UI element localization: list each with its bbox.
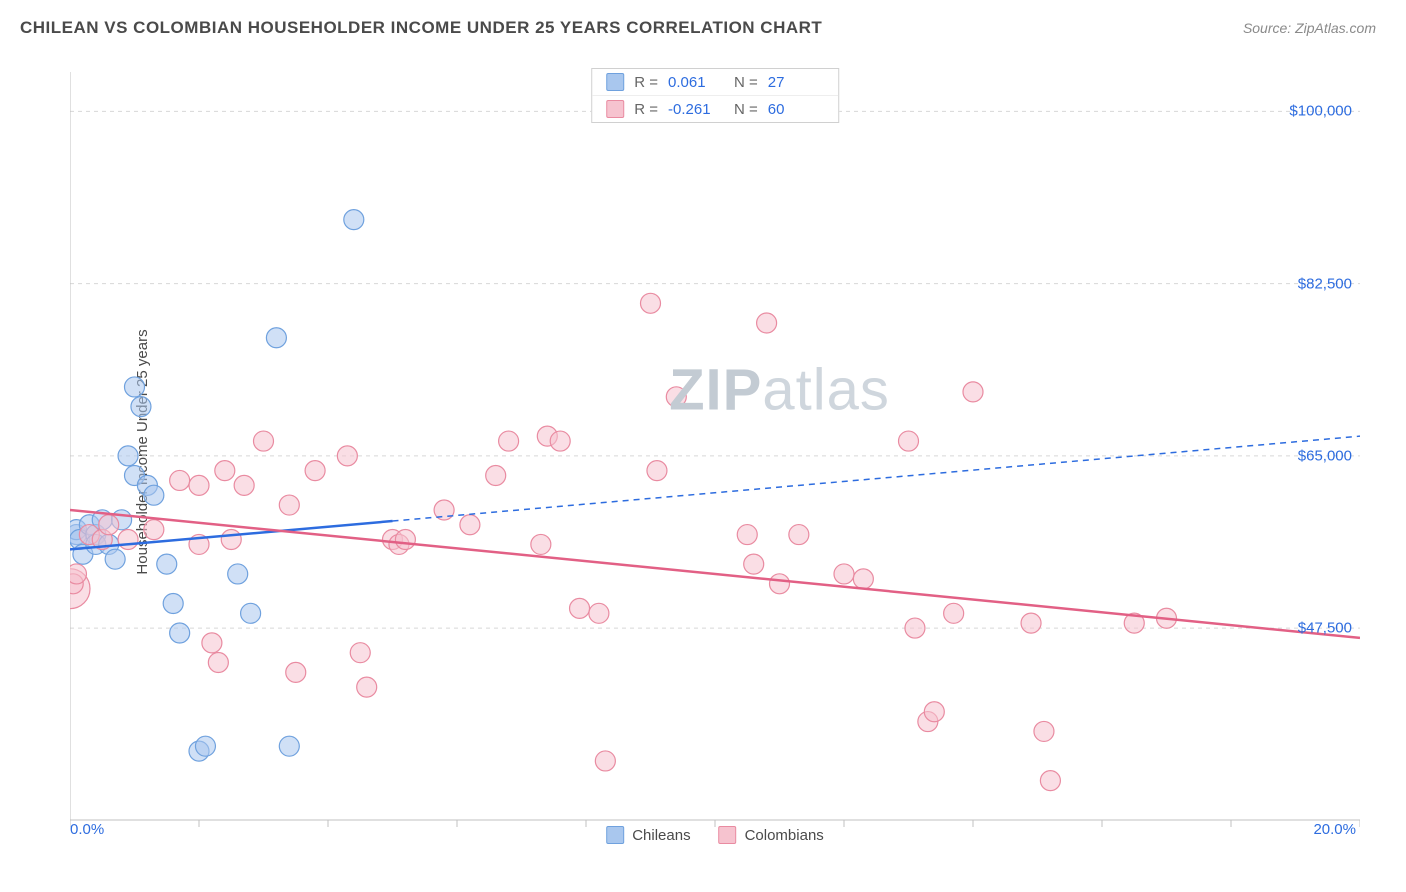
header: CHILEAN VS COLOMBIAN HOUSEHOLDER INCOME … (0, 0, 1406, 48)
legend-swatch (606, 73, 624, 91)
n-label: N = (734, 74, 758, 91)
series-name: Chileans (632, 827, 690, 844)
series-legend-item: Chileans (606, 826, 690, 844)
y-tick-label: $100,000 (1289, 103, 1352, 120)
correlation-legend-row: R = 0.061 N = 27 (592, 69, 838, 95)
x-tick-label: 0.0% (70, 821, 104, 838)
x-tick-label: 20.0% (1313, 821, 1356, 838)
scatter-plot-svg (70, 62, 1360, 842)
y-tick-label: $82,500 (1298, 275, 1352, 292)
r-value: 0.061 (668, 74, 724, 91)
chart-area: Householder Income Under 25 years ZIPatl… (52, 62, 1382, 842)
series-legend: Chileans Colombians (606, 826, 824, 844)
y-tick-label: $47,500 (1298, 620, 1352, 637)
n-value: 27 (768, 74, 824, 91)
correlation-legend-row: R = -0.261 N = 60 (592, 95, 838, 122)
r-value: -0.261 (668, 101, 724, 118)
plot-region: ZIPatlas R = 0.061 N = 27 R = -0.261 N =… (70, 62, 1360, 842)
r-label: R = (634, 74, 658, 91)
series-name: Colombians (745, 827, 824, 844)
y-tick-label: $65,000 (1298, 447, 1352, 464)
chart-title: CHILEAN VS COLOMBIAN HOUSEHOLDER INCOME … (20, 18, 822, 38)
legend-swatch (719, 826, 737, 844)
legend-swatch (606, 826, 624, 844)
series-legend-item: Colombians (719, 826, 824, 844)
n-value: 60 (768, 101, 824, 118)
source-label: Source: ZipAtlas.com (1243, 20, 1376, 36)
n-label: N = (734, 101, 758, 118)
r-label: R = (634, 101, 658, 118)
legend-swatch (606, 100, 624, 118)
correlation-legend: R = 0.061 N = 27 R = -0.261 N = 60 (591, 68, 839, 123)
